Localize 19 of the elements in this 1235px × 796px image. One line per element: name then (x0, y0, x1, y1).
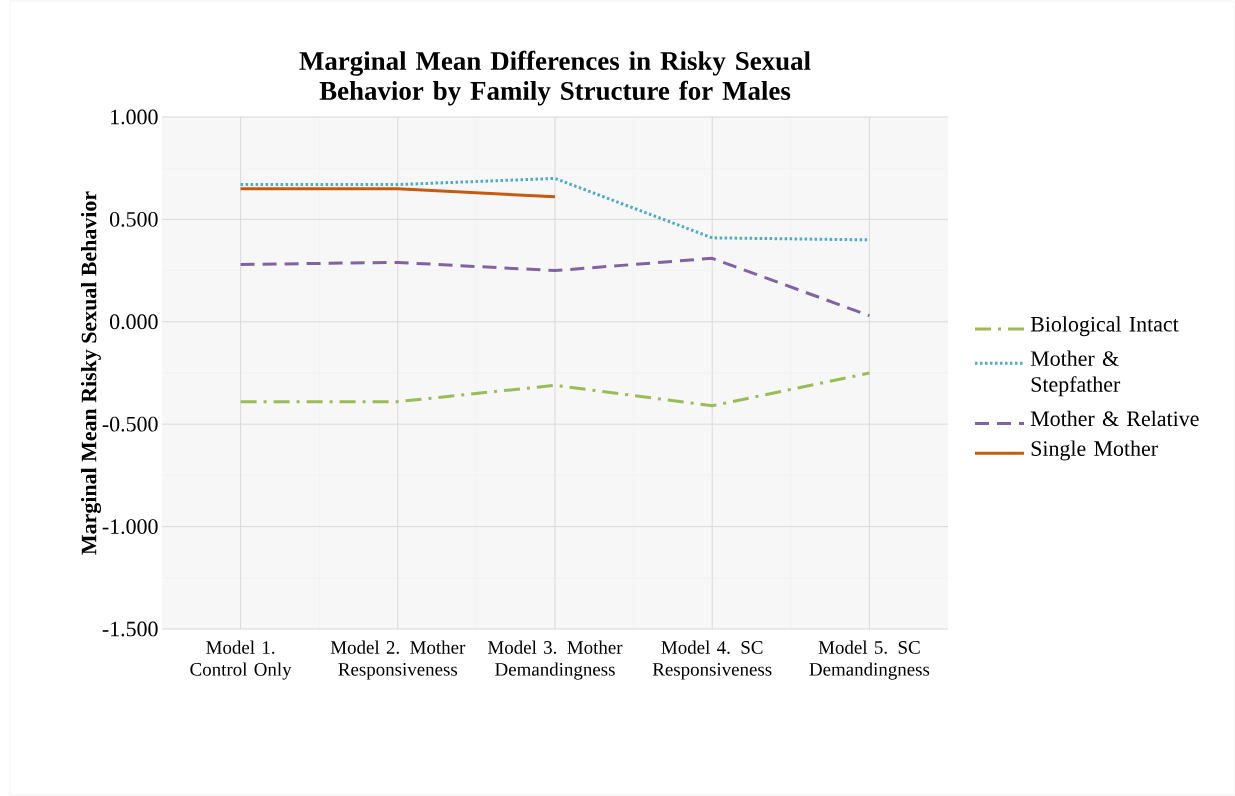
legend-label: Biological Intact (1030, 316, 1179, 337)
legend-label: Single Mother (1031, 440, 1158, 461)
y-tick-label: 0.000 (109, 314, 158, 330)
y-tick-label: -1.000 (102, 519, 158, 535)
legend-label: Mother & Stepfather (1030, 350, 1121, 397)
line-series (239, 256, 871, 318)
y-tick-label: 0.500 (109, 211, 158, 227)
legend-label: Mother & Relative (1030, 410, 1199, 427)
y-tick-label: 1.000 (111, 109, 158, 125)
y-tick-label: -0.500 (102, 416, 158, 432)
x-tick-label: Model 5. SC Demandingness (809, 640, 930, 680)
x-tick-label: Model 2. Mother Responsiveness (330, 640, 466, 680)
y-axis-title: Marginal Mean Risky Sexual Behavior (80, 191, 102, 555)
y-tick-label: -1.500 (102, 621, 158, 637)
line-series (239, 371, 871, 408)
x-tick-label: Model 4. SC Responsiveness (652, 640, 772, 680)
x-tick-label: Model 1. Control Only (190, 640, 292, 680)
chart-title: Marginal Mean Differences in Risky Sexual Behavior by Family Structure for Males (299, 50, 811, 106)
x-tick-label: Model 3. Mother Demandingness (487, 640, 623, 680)
